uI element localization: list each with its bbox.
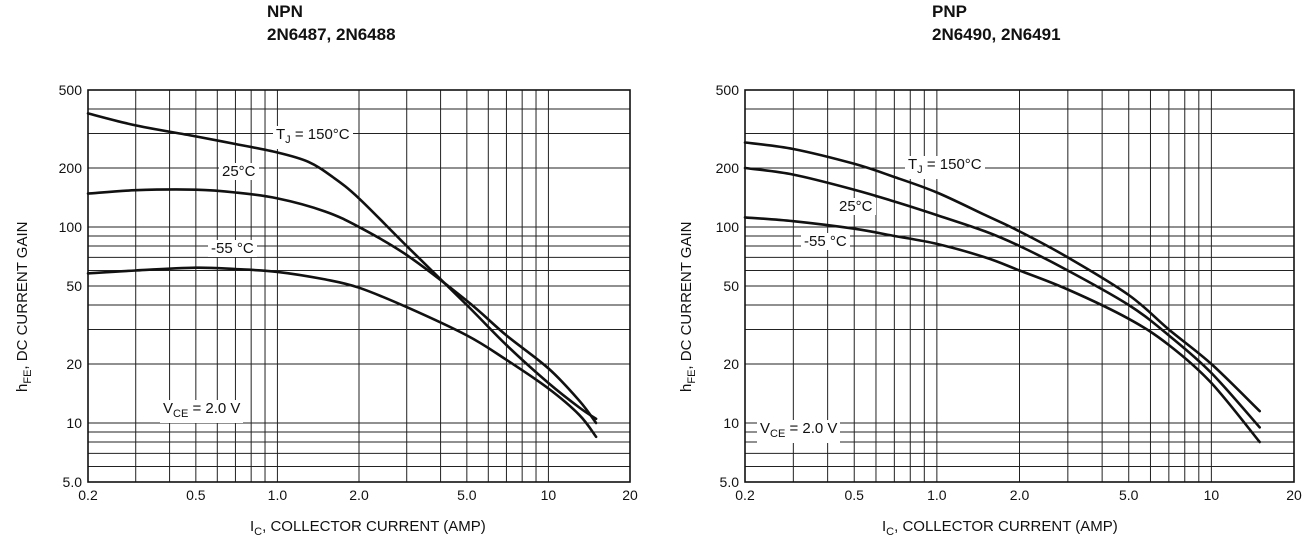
series-line-2 xyxy=(86,266,598,439)
x-tick-label: 5.0 xyxy=(457,487,477,503)
x-tick-label: 0.5 xyxy=(186,487,206,503)
x-tick-label: 2.0 xyxy=(1010,487,1030,503)
series-line-1 xyxy=(743,166,1261,429)
series-line-1 xyxy=(86,188,598,425)
label-25c: 25°C xyxy=(836,198,876,215)
x-tick-label: 10 xyxy=(541,487,557,503)
grid xyxy=(88,90,630,482)
x-tick-label: 10 xyxy=(1204,487,1220,503)
y-tick-label: 10 xyxy=(66,415,82,431)
y-tick-label: 200 xyxy=(59,160,83,176)
y-tick-label: 200 xyxy=(716,160,740,176)
y-tick-label: 500 xyxy=(59,82,83,98)
chart-title: PNP xyxy=(932,2,967,21)
plot-frame xyxy=(744,89,1295,483)
label-vce: VCE = 2.0 V xyxy=(757,420,841,443)
grid xyxy=(745,90,1294,482)
x-tick-label: 20 xyxy=(1286,487,1302,503)
chart-subtitle: 2N6490, 2N6491 xyxy=(932,25,1061,44)
y-tick-label: 50 xyxy=(723,278,739,294)
y-axis-label: hFE, DC CURRENT GAIN xyxy=(14,221,34,392)
y-tick-label: 10 xyxy=(723,415,739,431)
chart-plot-area: 0.2 0.5 1.0 2.0 5.0 10 20 5.0 10 20 50 100 200 500 xyxy=(716,82,1302,503)
plot-frame xyxy=(87,89,631,483)
y-tick-label: 100 xyxy=(716,219,740,235)
x-tick-label: 0.2 xyxy=(735,487,755,503)
x-tick-label: 1.0 xyxy=(927,487,947,503)
x-axis-label: IC, COLLECTOR CURRENT (AMP) xyxy=(882,518,1118,538)
x-tick-label: 1.0 xyxy=(268,487,288,503)
x-tick-label: 0.2 xyxy=(78,487,98,503)
y-tick-label: 5.0 xyxy=(720,474,740,490)
y-tick-label: 5.0 xyxy=(63,474,83,490)
y-tick-label: 20 xyxy=(723,356,739,372)
chart-subtitle: 2N6487, 2N6488 xyxy=(267,25,396,44)
x-axis-label: IC, COLLECTOR CURRENT (AMP) xyxy=(250,518,486,538)
label-minus-55c: -55 °C xyxy=(208,240,257,257)
x-tick-label: 0.5 xyxy=(845,487,865,503)
x-tick-label: 20 xyxy=(622,487,638,503)
chart-npn: NPN 2N6487, 2N6488 0.2 0.5 1.0 2.0 5.0 10 20 5.… xyxy=(14,2,638,538)
series-line-2 xyxy=(743,216,1261,444)
y-tick-label: 500 xyxy=(716,82,740,98)
label-vce: VCE = 2.0 V xyxy=(160,400,244,423)
x-tick-label: 2.0 xyxy=(349,487,369,503)
label-25c: 25°C xyxy=(219,163,259,180)
y-tick-label: 50 xyxy=(66,278,82,294)
y-axis-label: hFE, DC CURRENT GAIN xyxy=(678,221,698,392)
label-tj-150: TJ = 150°C xyxy=(905,156,985,179)
chart-title: NPN xyxy=(267,2,303,21)
y-tick-label: 20 xyxy=(66,356,82,372)
label-tj-150: TJ = 150°C xyxy=(273,126,353,149)
chart-plot-area: 0.2 0.5 1.0 2.0 5.0 10 20 5.0 10 20 50 100 200 500 xyxy=(59,82,638,503)
y-tick-label: 100 xyxy=(59,219,83,235)
series-line-0 xyxy=(743,141,1261,413)
series-line-0 xyxy=(86,112,598,421)
label-minus-55c: -55 °C xyxy=(801,233,850,250)
chart-pnp: PNP 2N6490, 2N6491 0.2 0.5 1.0 2.0 5.0 10 20 5.… xyxy=(662,0,1315,544)
x-tick-label: 5.0 xyxy=(1119,487,1139,503)
